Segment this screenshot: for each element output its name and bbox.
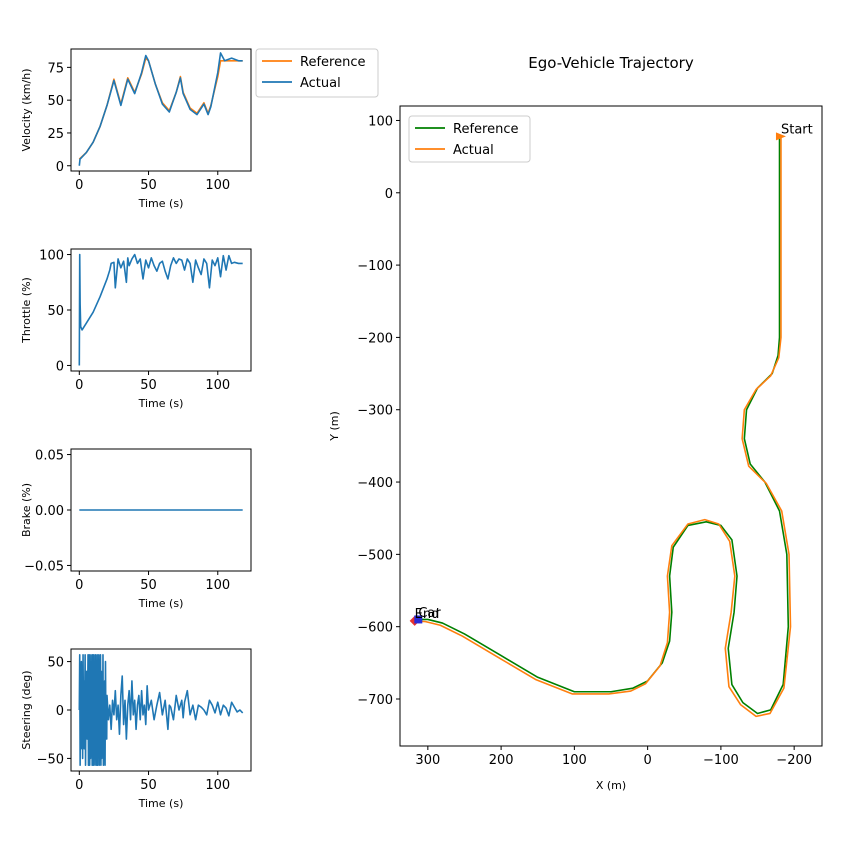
velocity-ylabel: Velocity (km/h) — [20, 69, 33, 152]
throttle-xtick-label: 100 — [205, 378, 230, 393]
trajectory-series-group — [414, 136, 792, 718]
velocity-xtick-label: 100 — [205, 178, 230, 193]
velocity-line-actual — [78, 52, 243, 166]
throttle-ytick-label: 0 — [56, 359, 64, 374]
steering-panel: 0 50 100 50 0 −50 Time (s) Steering (deg) — [20, 648, 252, 810]
brake-panel: 0 50 100 0.05 0.00 −0.05 Time (s) Brake (%) — [20, 448, 252, 610]
velocity-ytick-label: 25 — [47, 127, 64, 142]
trajectory-ytick-label: −300 — [357, 404, 393, 419]
throttle-xtick-label: 50 — [140, 378, 157, 393]
steering-xtick-label: 100 — [205, 778, 230, 793]
brake-ytick-label: 0.00 — [35, 504, 64, 519]
velocity-xtick-label: 0 — [75, 178, 83, 193]
steering-series-group — [78, 654, 244, 766]
trajectory-ytick-label: −600 — [357, 621, 393, 636]
velocity-ytick-label: 0 — [56, 160, 64, 175]
trajectory-panel: Ego-Vehicle Trajectory 300 200 100 0 −100 −20… — [328, 54, 823, 792]
brake-ylabel: Brake (%) — [20, 483, 33, 537]
velocity-legend: Reference Actual — [255, 48, 379, 98]
trajectory-ytick-label: −400 — [357, 476, 393, 491]
trajectory-xtick-label: −100 — [703, 753, 739, 768]
velocity-ytick-label: 75 — [47, 61, 64, 76]
velocity-legend-actual-label: Actual — [300, 76, 341, 91]
velocity-xtick-label: 50 — [140, 178, 157, 193]
annotation-end: End — [415, 607, 440, 622]
steering-xtick-label: 50 — [140, 778, 157, 793]
steering-ytick-label: 50 — [47, 656, 64, 671]
steering-line-steering — [78, 654, 244, 766]
trajectory-legend-reference-label: Reference — [453, 122, 518, 137]
velocity-series-group — [78, 52, 243, 166]
trajectory-xtick-label: 200 — [489, 753, 514, 768]
steering-ytick-label: 0 — [56, 704, 64, 719]
throttle-ytick-label: 50 — [47, 304, 64, 319]
steering-xlabel: Time (s) — [138, 797, 184, 810]
trajectory-ytick-label: −500 — [357, 548, 393, 563]
trajectory-xtick-label: 300 — [415, 753, 440, 768]
trajectory-ytick-label: −100 — [357, 259, 393, 274]
trajectory-xtick-label: 100 — [562, 753, 587, 768]
trajectory-ytick-label: −200 — [357, 331, 393, 346]
trajectory-legend-actual-label: Actual — [453, 143, 494, 158]
steering-ylabel: Steering (deg) — [20, 670, 33, 749]
trajectory-legend: Reference Actual — [408, 115, 531, 163]
velocity-panel: 0 50 100 0 25 50 75 Time (s) Velocity (km/h) Ref… — [20, 48, 379, 210]
annotation-car: Car — [418, 606, 441, 621]
throttle-xtick-label: 0 — [75, 378, 83, 393]
brake-xtick-label: 100 — [205, 578, 230, 593]
velocity-ytick-label: 50 — [47, 94, 64, 109]
trajectory-line-reference — [418, 136, 790, 715]
brake-xtick-label: 0 — [75, 578, 83, 593]
trajectory-xtick-label: 0 — [643, 753, 651, 768]
throttle-axes-frame — [70, 248, 252, 372]
brake-ytick-label: −0.05 — [24, 559, 64, 574]
start-marker — [775, 132, 786, 141]
trajectory-xlabel: X (m) — [596, 779, 626, 792]
velocity-xlabel: Time (s) — [138, 197, 184, 210]
trajectory-line-actual — [414, 136, 792, 718]
throttle-panel: 0 50 100 0 50 100 Time (s) Throttle (%) — [20, 248, 252, 410]
brake-xtick-label: 50 — [140, 578, 157, 593]
throttle-ylabel: Throttle (%) — [20, 277, 33, 344]
velocity-legend-reference-label: Reference — [300, 55, 365, 70]
trajectory-axes-frame — [399, 105, 823, 747]
steering-ytick-label: −50 — [37, 752, 64, 767]
throttle-line-throttle — [78, 253, 243, 366]
brake-xlabel: Time (s) — [138, 597, 184, 610]
trajectory-ylabel: Y (m) — [328, 411, 341, 442]
car-marker — [414, 615, 423, 624]
trajectory-title: Ego-Vehicle Trajectory — [528, 54, 694, 72]
trajectory-ytick-label: 100 — [368, 114, 393, 129]
throttle-ytick-label: 100 — [39, 249, 64, 264]
throttle-series-group — [78, 253, 243, 366]
velocity-axes-frame — [70, 48, 252, 172]
trajectory-ytick-label: −700 — [357, 693, 393, 708]
throttle-xlabel: Time (s) — [138, 397, 184, 410]
steering-xtick-label: 0 — [75, 778, 83, 793]
brake-ytick-label: 0.05 — [35, 449, 64, 464]
trajectory-ytick-label: 0 — [385, 187, 393, 202]
trajectory-xtick-label: −200 — [776, 753, 812, 768]
annotation-start: Start — [781, 122, 813, 137]
